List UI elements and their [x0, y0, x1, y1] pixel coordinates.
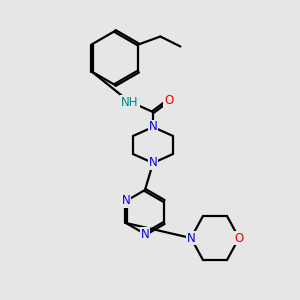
Text: N: N [122, 194, 130, 208]
Text: N: N [148, 121, 158, 134]
Text: N: N [187, 232, 195, 244]
Text: N: N [148, 157, 158, 169]
Text: O: O [164, 94, 174, 106]
Text: O: O [234, 232, 244, 244]
Text: N: N [141, 227, 149, 241]
Text: NH: NH [121, 95, 139, 109]
